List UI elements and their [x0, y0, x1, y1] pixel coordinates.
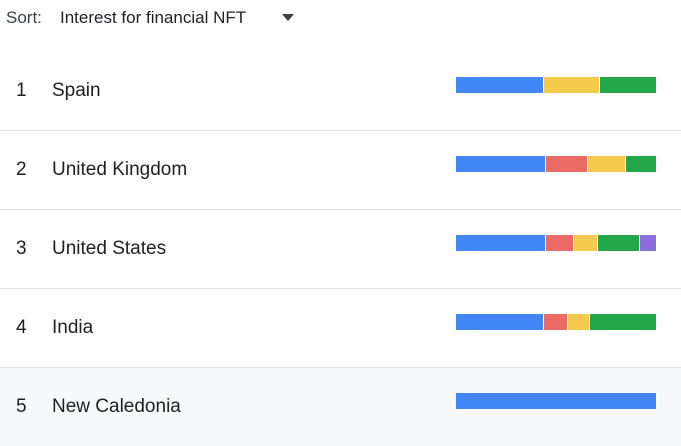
list-item[interactable]: 4 India — [0, 289, 681, 368]
breakdown-bar — [456, 77, 656, 93]
bar-segment-blue — [456, 235, 546, 251]
breakdown-bar — [456, 393, 656, 409]
list-item[interactable]: 1 Spain — [0, 52, 681, 131]
bar-segment-green — [600, 77, 656, 93]
region-name: United States — [52, 238, 167, 259]
breakdown-bar — [456, 156, 656, 172]
list-item[interactable]: 3 United States — [0, 210, 681, 289]
bar-segment-blue — [456, 314, 544, 330]
bar-segment-yellow — [568, 314, 590, 330]
region-name: Spain — [52, 80, 101, 101]
sort-label: Sort: — [6, 8, 42, 27]
breakdown-bar — [456, 235, 656, 251]
rank-number: 1 — [16, 80, 27, 101]
list-item[interactable]: 5 New Caledonia — [0, 368, 681, 446]
sort-bar: Sort: Interest for financial NFT — [0, 0, 681, 36]
bar-segment-red — [546, 235, 574, 251]
bar-segment-red — [546, 156, 588, 172]
sort-dropdown-value: Interest for financial NFT — [60, 8, 247, 27]
bar-segment-yellow — [588, 156, 626, 172]
breakdown-bar — [456, 314, 656, 330]
rank-number: 3 — [16, 238, 27, 259]
sort-dropdown[interactable]: Interest for financial NFT — [52, 4, 302, 32]
rank-number: 5 — [16, 396, 27, 417]
bar-segment-red — [544, 314, 568, 330]
bar-segment-blue — [456, 156, 546, 172]
rank-number: 4 — [16, 317, 27, 338]
bar-segment-green — [626, 156, 656, 172]
bar-segment-green — [598, 235, 640, 251]
bar-segment-blue — [456, 77, 544, 93]
bar-segment-yellow — [544, 77, 600, 93]
bar-segment-green — [590, 314, 656, 330]
region-name: New Caledonia — [52, 396, 181, 417]
rank-number: 2 — [16, 159, 27, 180]
bar-segment-purple — [640, 235, 656, 251]
region-name: United Kingdom — [52, 159, 188, 180]
dropdown-arrow-icon — [282, 14, 294, 21]
bar-segment-yellow — [574, 235, 598, 251]
region-name: India — [52, 317, 94, 338]
bar-segment-blue — [456, 393, 656, 409]
list-item[interactable]: 2 United Kingdom — [0, 131, 681, 210]
